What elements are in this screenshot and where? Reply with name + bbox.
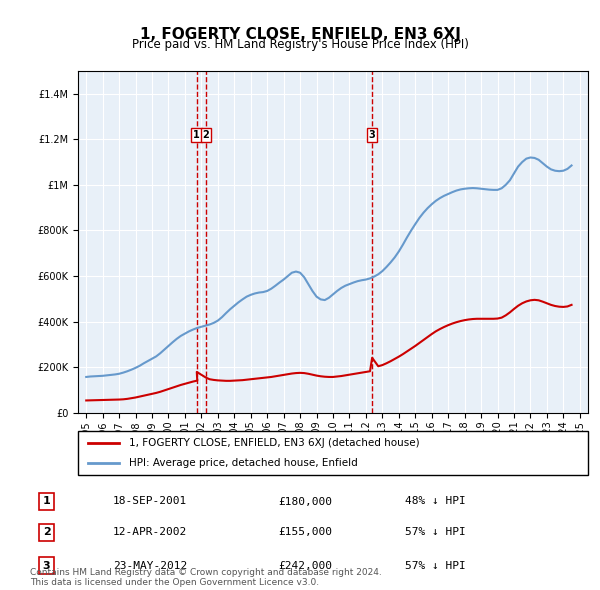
Text: 12-APR-2002: 12-APR-2002: [113, 527, 187, 537]
Text: 3: 3: [369, 130, 376, 140]
Text: 2: 2: [43, 527, 50, 537]
Text: 57% ↓ HPI: 57% ↓ HPI: [406, 527, 466, 537]
Text: 48% ↓ HPI: 48% ↓ HPI: [406, 497, 466, 506]
Text: 18-SEP-2001: 18-SEP-2001: [113, 497, 187, 506]
Text: 57% ↓ HPI: 57% ↓ HPI: [406, 560, 466, 571]
Text: 1: 1: [193, 130, 200, 140]
Text: £242,000: £242,000: [278, 560, 332, 571]
Text: £180,000: £180,000: [278, 497, 332, 506]
Text: 1: 1: [43, 497, 50, 506]
Text: £155,000: £155,000: [278, 527, 332, 537]
FancyBboxPatch shape: [78, 431, 588, 475]
Text: HPI: Average price, detached house, Enfield: HPI: Average price, detached house, Enfi…: [129, 458, 358, 467]
Text: Contains HM Land Registry data © Crown copyright and database right 2024.
This d: Contains HM Land Registry data © Crown c…: [30, 568, 382, 587]
Text: 1, FOGERTY CLOSE, ENFIELD, EN3 6XJ: 1, FOGERTY CLOSE, ENFIELD, EN3 6XJ: [140, 27, 460, 41]
Text: 23-MAY-2012: 23-MAY-2012: [113, 560, 187, 571]
Text: Price paid vs. HM Land Registry's House Price Index (HPI): Price paid vs. HM Land Registry's House …: [131, 38, 469, 51]
Text: 3: 3: [43, 560, 50, 571]
Text: 1, FOGERTY CLOSE, ENFIELD, EN3 6XJ (detached house): 1, FOGERTY CLOSE, ENFIELD, EN3 6XJ (deta…: [129, 438, 419, 448]
Text: 2: 2: [203, 130, 209, 140]
